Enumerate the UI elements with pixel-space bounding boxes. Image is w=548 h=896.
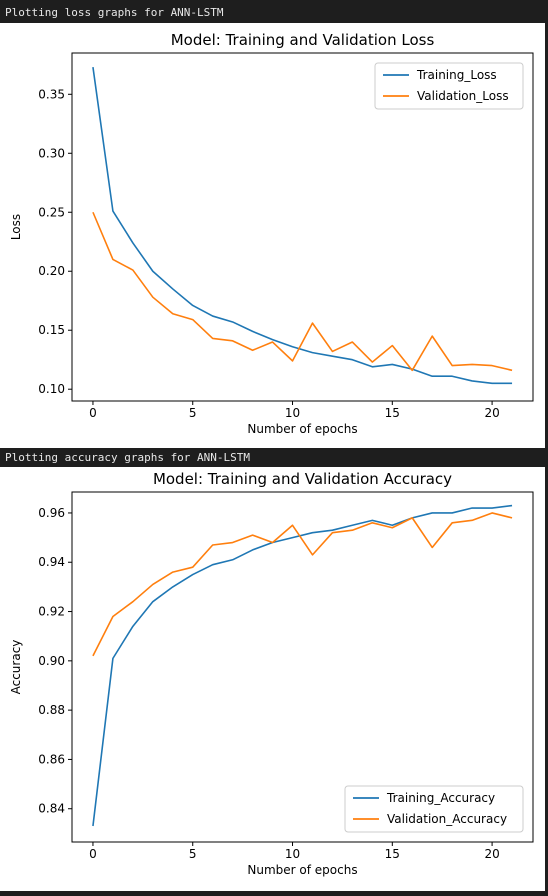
loss-figure: Model: Training and Validation Loss 0 5 10 1… [0, 23, 545, 448]
accuracy-figure: Model: Training and Validation Accuracy 0… [0, 467, 545, 891]
loss-x-tick-label: 20 [484, 406, 499, 420]
accuracy-y-tick-label: 0.84 [38, 802, 65, 816]
loss-x-tick-label: 0 [89, 406, 97, 420]
loss-legend: Training_Loss Validation_Loss [374, 62, 524, 110]
loss-y-tick-label: 0.25 [38, 205, 65, 219]
accuracy-y-tick-label: 0.96 [38, 506, 65, 520]
loss-legend-label: Training_Loss [416, 68, 497, 82]
loss-series-line-validation [92, 211, 513, 372]
loss-x-axis-label: Number of epochs [247, 422, 357, 436]
accuracy-x-tick-label: 20 [484, 847, 499, 861]
accuracy-chart: Model: Training and Validation Accuracy 0… [9, 470, 534, 877]
accuracy-cell-label: Plotting accuracy graphs for ANN-LSTM [5, 451, 251, 464]
loss-series-line-training [92, 67, 513, 385]
accuracy-y-tick-label: 0.90 [38, 654, 65, 668]
accuracy-y-axis-label: Accuracy [9, 640, 23, 695]
accuracy-y-tick-label: 0.92 [38, 605, 65, 619]
loss-y-tick-label: 0.20 [38, 264, 65, 278]
loss-cell-label: Plotting loss graphs for ANN-LSTM [5, 6, 224, 19]
accuracy-x-axis-label: Number of epochs [247, 863, 357, 877]
accuracy-title: Model: Training and Validation Accuracy [153, 470, 452, 488]
accuracy-y-tick-label: 0.94 [38, 555, 65, 569]
loss-y-axis-label: Loss [9, 214, 23, 240]
accuracy-series-line-training [92, 504, 513, 827]
accuracy-series-line-validation [92, 512, 513, 657]
accuracy-legend: Training_Accuracy Validation_Accuracy [344, 785, 524, 833]
accuracy-y-tick-label: 0.88 [38, 703, 65, 717]
loss-legend-box [374, 62, 524, 110]
accuracy-x-tick-label: 10 [285, 847, 300, 861]
loss-y-tick-label: 0.30 [38, 146, 65, 160]
loss-y-tick-label: 0.15 [38, 323, 65, 337]
accuracy-x-tick-label: 0 [89, 847, 97, 861]
accuracy-x-tick-label: 5 [189, 847, 197, 861]
loss-y-tick-label: 0.10 [38, 382, 65, 396]
loss-title: Model: Training and Validation Loss [171, 31, 435, 49]
loss-legend-label: Validation_Loss [417, 89, 509, 103]
loss-x-tick-label: 5 [189, 406, 197, 420]
accuracy-x-tick-label: 15 [385, 847, 400, 861]
loss-plot-frame [71, 52, 534, 402]
accuracy-legend-label: Validation_Accuracy [387, 812, 507, 826]
loss-y-tick-label: 0.35 [38, 87, 65, 101]
loss-x-tick-label: 15 [385, 406, 400, 420]
loss-chart: Model: Training and Validation Loss 0 5 10 1… [9, 31, 534, 436]
accuracy-plot-frame [71, 491, 534, 843]
accuracy-legend-box [344, 785, 524, 833]
accuracy-legend-label: Training_Accuracy [386, 791, 495, 805]
accuracy-y-tick-label: 0.86 [38, 752, 65, 766]
loss-x-tick-label: 10 [285, 406, 300, 420]
